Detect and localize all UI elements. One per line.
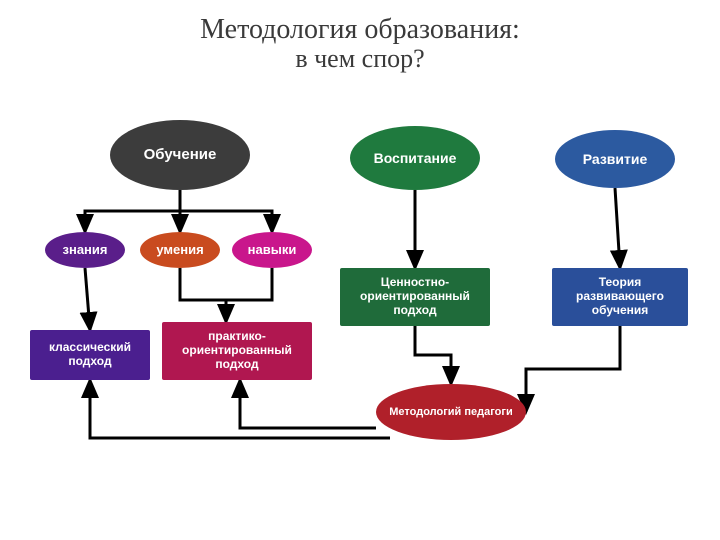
- node-razvitie: Развитие: [555, 130, 675, 188]
- node-teoriya: Теория развивающего обучения: [552, 268, 688, 326]
- node-znaniya: знания: [45, 232, 125, 268]
- title-line-1: Методология образования:: [0, 14, 720, 46]
- node-obuchenie: Обучение: [110, 120, 250, 190]
- node-vospitanie: Воспитание: [350, 126, 480, 190]
- node-cennost: Ценностно-ориентированный подход: [340, 268, 490, 326]
- node-navyki: навыки: [232, 232, 312, 268]
- node-klass: классический подход: [30, 330, 150, 380]
- node-praktiko: практико-ориентированный подход: [162, 322, 312, 380]
- title-line-2: в чем спор?: [0, 44, 720, 74]
- node-umeniya: умения: [140, 232, 220, 268]
- diagram-stage: Методология образования: в чем спор? Обу…: [0, 0, 720, 540]
- node-metod: Методологий педагоги: [376, 384, 526, 440]
